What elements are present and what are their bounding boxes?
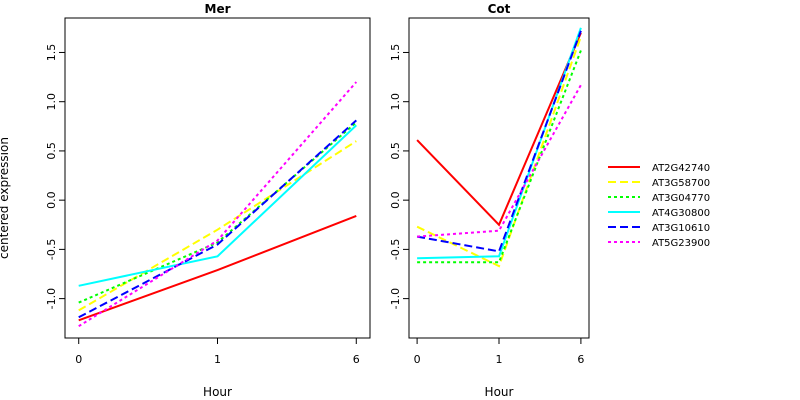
series-line-at3g58700 xyxy=(416,36,582,268)
legend-item: AT3G58700 xyxy=(608,178,710,189)
y-tick-label: -1.0 xyxy=(389,288,402,309)
y-tick-label: 0.0 xyxy=(45,191,58,209)
x-tick-label: 6 xyxy=(577,353,584,366)
plot-frame xyxy=(64,17,371,339)
legend-label: AT3G58700 xyxy=(652,178,710,189)
legend-label: AT3G10610 xyxy=(652,223,710,234)
y-tick-label: 1.5 xyxy=(45,44,58,62)
y-tick-label: -1.0 xyxy=(45,288,58,309)
y-tick-label: -0.5 xyxy=(389,239,402,260)
x-tick-label: 1 xyxy=(214,353,221,366)
panel-cot: Cot -1.0 -0.5 0.0 0.5 1.0 1.5 0 1 6 Hour xyxy=(389,2,590,399)
legend-item: AT5G23900 xyxy=(608,238,710,249)
series-line-at3g10610 xyxy=(78,119,357,319)
series-line-at2g42740 xyxy=(78,214,357,322)
series-line-at3g04770 xyxy=(417,50,582,264)
x-tick-label: 0 xyxy=(75,353,82,366)
x-tick-label: 1 xyxy=(496,353,503,366)
series-line-at3g10610 xyxy=(416,30,582,253)
x-tick-label: 6 xyxy=(353,353,360,366)
legend-item: AT3G10610 xyxy=(608,223,710,234)
legend: AT2G42740 AT3G58700 AT3G04770 AT4G30800 AT3G… xyxy=(608,163,710,249)
y-axis-title: centered expression xyxy=(0,137,11,259)
x-tick-label: 0 xyxy=(414,353,421,366)
series-line-at5g23900 xyxy=(417,84,582,238)
series-line-at3g04770 xyxy=(78,121,357,304)
series-line-at4g30800 xyxy=(78,124,357,287)
legend-label: AT5G23900 xyxy=(652,238,710,249)
series-line-at2g42740 xyxy=(416,32,582,227)
y-tick-label: 0.0 xyxy=(389,191,402,209)
legend-label: AT2G42740 xyxy=(652,163,710,174)
y-tick-label: 1.0 xyxy=(389,93,402,111)
series-line-at5g23900 xyxy=(78,81,358,328)
x-axis-title: Hour xyxy=(203,385,232,399)
legend-item: AT3G04770 xyxy=(608,193,710,204)
legend-item: AT4G30800 xyxy=(608,208,710,219)
y-tick-label: -0.5 xyxy=(45,239,58,260)
y-tick-label: 0.5 xyxy=(389,142,402,160)
plot-frame xyxy=(408,17,590,339)
panel-mer: Mer -1.0 -0.5 0.0 0.5 1.0 1.5 0 1 6 Hour xyxy=(45,2,371,399)
y-tick-label: 0.5 xyxy=(45,142,58,160)
x-axis-title: Hour xyxy=(485,385,514,399)
y-tick-label: 1.5 xyxy=(389,44,402,62)
chart-panels: Mer -1.0 -0.5 0.0 0.5 1.0 1.5 0 1 6 Hour Cot -1.0 -0.… xyxy=(45,2,590,399)
panel-title: Cot xyxy=(488,2,511,16)
legend-label: AT3G04770 xyxy=(652,193,710,204)
y-tick-label: 1.0 xyxy=(45,93,58,111)
series-line-at3g58700 xyxy=(78,140,357,312)
legend-item: AT2G42740 xyxy=(608,163,710,174)
legend-label: AT4G30800 xyxy=(652,208,710,219)
panel-title: Mer xyxy=(205,2,231,16)
